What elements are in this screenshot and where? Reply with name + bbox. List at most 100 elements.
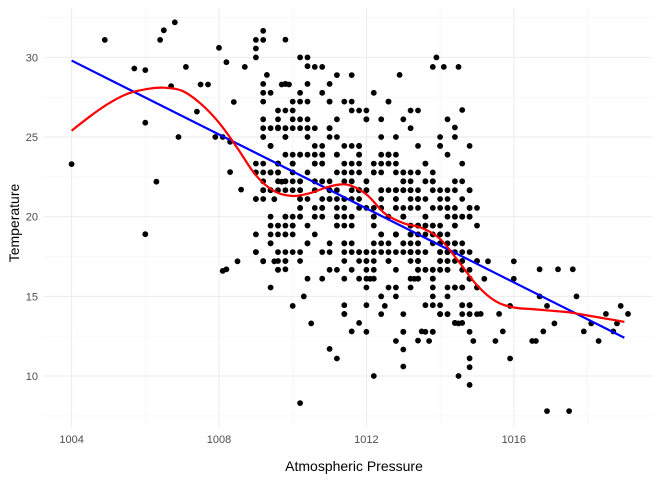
data-point xyxy=(297,400,303,406)
data-point xyxy=(334,72,340,78)
data-point xyxy=(466,328,473,335)
data-point xyxy=(422,178,429,185)
data-point xyxy=(334,222,340,229)
data-point xyxy=(400,328,407,335)
data-point xyxy=(297,196,303,202)
data-point xyxy=(319,151,326,158)
data-point xyxy=(422,196,429,202)
data-point xyxy=(212,134,219,140)
data-point xyxy=(459,320,466,326)
data-point xyxy=(260,134,267,140)
data-point xyxy=(289,231,296,238)
data-point xyxy=(429,275,436,282)
data-point xyxy=(437,205,443,211)
data-point xyxy=(334,116,340,123)
data-point xyxy=(429,284,436,291)
data-point xyxy=(400,169,407,176)
data-point xyxy=(282,249,289,256)
data-point xyxy=(429,302,436,309)
data-point xyxy=(370,373,377,379)
minor-gridlines xyxy=(44,8,652,427)
data-point xyxy=(304,275,311,282)
data-point xyxy=(422,231,429,238)
data-point xyxy=(407,258,414,264)
data-point xyxy=(566,408,572,414)
data-point xyxy=(341,249,348,256)
data-point xyxy=(437,231,443,238)
data-point xyxy=(544,303,550,309)
data-point xyxy=(533,338,539,344)
data-point xyxy=(297,205,303,211)
data-point xyxy=(444,311,451,317)
data-point xyxy=(507,355,513,362)
data-point xyxy=(348,187,355,194)
data-point xyxy=(440,64,447,70)
data-point xyxy=(253,160,259,167)
data-point xyxy=(370,249,377,256)
data-point xyxy=(289,187,296,194)
data-point xyxy=(160,27,167,34)
data-point xyxy=(437,302,443,309)
data-point xyxy=(363,284,370,291)
data-point xyxy=(253,45,259,52)
data-point xyxy=(319,205,326,211)
data-point xyxy=(341,205,348,211)
data-point xyxy=(282,222,289,229)
data-point xyxy=(260,116,267,123)
data-point xyxy=(407,249,414,256)
data-point xyxy=(253,37,259,43)
data-point xyxy=(466,382,473,388)
data-point xyxy=(348,178,355,185)
data-point xyxy=(356,107,362,114)
data-point xyxy=(407,196,414,202)
data-point xyxy=(429,293,436,300)
data-point xyxy=(341,143,348,149)
data-point xyxy=(319,64,326,70)
data-point xyxy=(216,44,222,51)
data-point xyxy=(393,205,399,211)
data-point xyxy=(485,258,491,265)
data-point xyxy=(393,187,399,194)
y-tick-label: 30 xyxy=(26,52,38,64)
data-point xyxy=(289,125,296,132)
data-point xyxy=(282,151,289,158)
data-point xyxy=(282,107,289,114)
data-point xyxy=(444,151,451,158)
data-point xyxy=(183,64,189,70)
data-point xyxy=(466,266,473,273)
data-point xyxy=(348,249,355,256)
data-point xyxy=(555,266,561,273)
data-point xyxy=(238,186,245,193)
data-point xyxy=(304,196,311,202)
data-point xyxy=(348,169,355,176)
data-point xyxy=(171,19,178,26)
data-point xyxy=(444,205,451,211)
data-point xyxy=(455,373,462,379)
data-point xyxy=(422,302,429,309)
data-point xyxy=(452,284,458,291)
data-point xyxy=(319,89,326,96)
data-point xyxy=(289,98,296,105)
data-point xyxy=(481,275,488,282)
data-point xyxy=(282,187,289,194)
data-point xyxy=(470,338,477,344)
data-point xyxy=(433,54,440,61)
data-point xyxy=(459,311,466,317)
data-point xyxy=(444,116,451,123)
data-point xyxy=(393,293,399,300)
data-point xyxy=(275,169,281,176)
data-point xyxy=(289,160,296,167)
data-point xyxy=(385,160,392,167)
data-point xyxy=(289,213,296,220)
data-point xyxy=(142,119,149,126)
data-point xyxy=(297,249,303,256)
data-point xyxy=(341,302,348,309)
data-point xyxy=(378,134,385,140)
data-point xyxy=(334,205,340,211)
data-point xyxy=(385,258,392,264)
data-point xyxy=(444,196,451,202)
data-point xyxy=(194,108,200,115)
data-point xyxy=(223,266,230,273)
data-point xyxy=(455,64,462,70)
